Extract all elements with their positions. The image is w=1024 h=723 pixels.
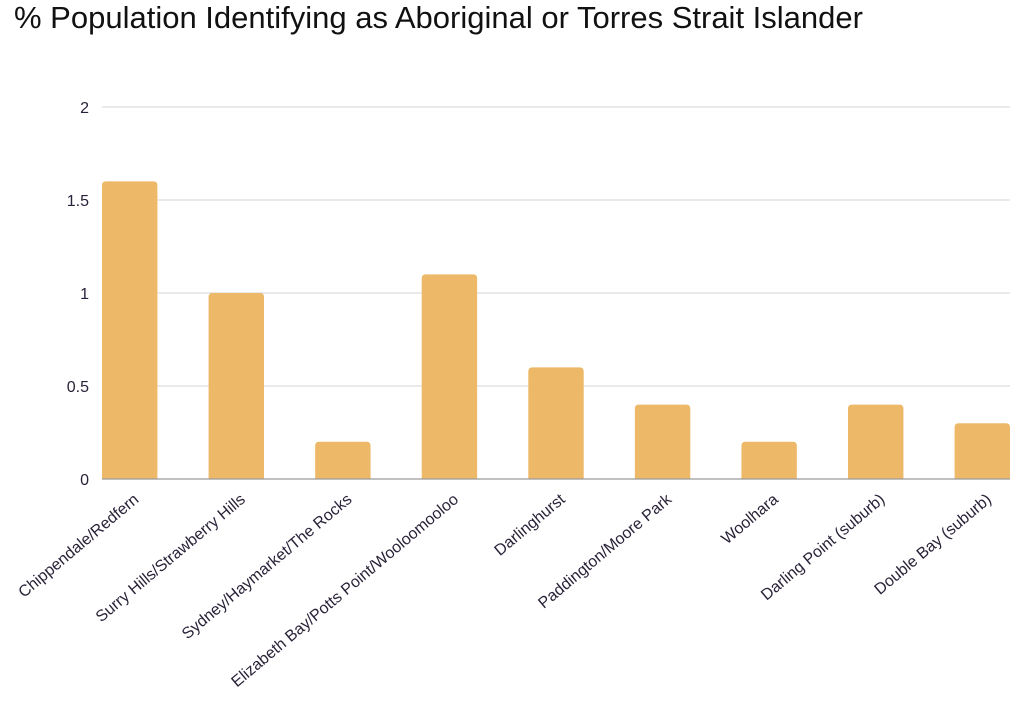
y-tick-label: 0.5 (67, 379, 89, 396)
bar (528, 367, 584, 479)
x-tick-label: Darlinghurst (492, 491, 569, 560)
y-tick-label: 1 (80, 286, 89, 303)
y-tick-label: 0 (80, 472, 89, 489)
y-tick-label: 2 (80, 100, 89, 117)
x-tick-label: Darling Point (suburb) (758, 491, 888, 604)
x-tick-label: Chippendale/Redfern (16, 491, 143, 601)
bar (102, 181, 158, 479)
bar (634, 404, 691, 479)
y-tick-label: 1.5 (67, 193, 89, 210)
bar (741, 441, 797, 479)
x-tick-label: Double Bay (suburb) (872, 491, 995, 598)
x-tick-label: Woolhara (719, 491, 782, 548)
bar (208, 293, 264, 479)
bar (954, 423, 1010, 479)
bar (848, 404, 904, 479)
bars (102, 181, 1010, 479)
chart-title: % Population Identifying as Aboriginal o… (14, 0, 863, 35)
bar (315, 441, 371, 479)
x-tick-label: Sydney/Haymarket/The Rocks (179, 491, 355, 643)
y-axis-ticks: 0 0.5 1 1.5 2 (67, 100, 89, 489)
bar (421, 274, 478, 479)
x-tick-label: Elizabeth Bay/Potts Point/Wooloomooloo (228, 491, 462, 691)
